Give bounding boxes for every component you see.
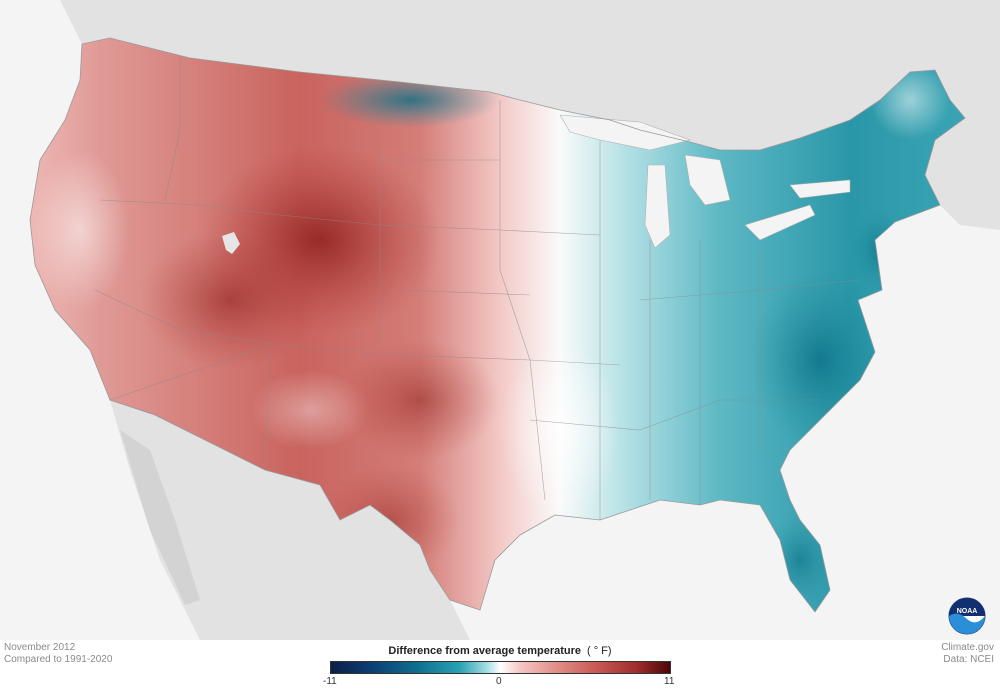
map-canvas xyxy=(29,0,1000,640)
legend-color-bar xyxy=(330,661,671,674)
source-data-label: Data: NCEI xyxy=(943,654,994,665)
legend-unit: ( ° F) xyxy=(587,645,612,657)
temperature-anomaly-map: NOAA xyxy=(0,0,1000,640)
legend-title-text: Difference from average temperature xyxy=(388,645,581,657)
month-label: November 2012 xyxy=(4,642,76,653)
us-outline xyxy=(29,37,966,613)
noaa-logo-text: NOAA xyxy=(957,608,978,615)
source-info: Climate.gov Data: NCEI xyxy=(941,642,994,666)
footer: November 2012 Compared to 1991-2020 Diff… xyxy=(0,640,1000,690)
source-site-label: Climate.gov xyxy=(941,642,994,653)
legend-mid-label: 0 xyxy=(496,676,502,687)
comparison-label: Compared to 1991-2020 xyxy=(4,654,113,665)
legend-max-label: 11 xyxy=(664,676,675,687)
map-info: November 2012 Compared to 1991-2020 xyxy=(4,642,112,666)
neighboring-land xyxy=(60,0,1000,640)
legend-min-label: -11 xyxy=(323,676,337,687)
noaa-logo-icon: NOAA xyxy=(948,597,986,635)
great-lakes xyxy=(559,114,851,249)
legend-title: Difference from average temperature ( ° F… xyxy=(330,645,670,657)
